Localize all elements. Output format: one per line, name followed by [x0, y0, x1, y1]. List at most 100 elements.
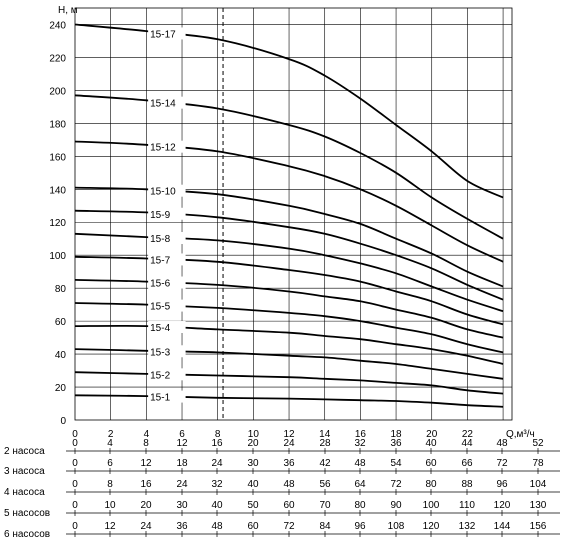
- pump-row-value: 50: [247, 500, 259, 511]
- pump-row-value: 28: [319, 438, 331, 449]
- y-tick-label: 220: [49, 53, 66, 64]
- series-label-bg: [148, 345, 186, 358]
- pump-row-value: 12: [140, 458, 152, 469]
- x-axis-label: Q,м³/ч: [506, 429, 535, 440]
- pump-row-value: 18: [176, 458, 188, 469]
- pump-row-value: 24: [140, 521, 152, 532]
- pump-row-value: 16: [140, 479, 152, 490]
- pump-row-value: 96: [496, 479, 508, 490]
- y-tick-label: 20: [55, 383, 67, 394]
- pump-row-value: 48: [496, 438, 508, 449]
- pump-row-value: 100: [423, 500, 440, 511]
- curve-labels: 15-17 15-14 15-12 15-10 15-9 15-8 15-7 15-6 15-5…: [148, 27, 186, 404]
- pump-row-value: 60: [283, 500, 295, 511]
- series-label: 15-4: [150, 323, 170, 334]
- pump-row-value: 40: [211, 500, 223, 511]
- pump-row-value: 0: [72, 458, 78, 469]
- pump-row-value: 0: [72, 438, 78, 449]
- pump-row-value: 20: [247, 438, 259, 449]
- pump-row-value: 30: [176, 500, 188, 511]
- pump-row-value: 54: [390, 458, 402, 469]
- y-tick-label: 40: [55, 350, 67, 361]
- pump-row-value: 32: [354, 438, 366, 449]
- x-tick-label: 18: [390, 429, 402, 440]
- pump-row-value: 72: [390, 479, 402, 490]
- series-label: 15-10: [150, 187, 176, 198]
- pump-row-value: 108: [388, 521, 405, 532]
- y-tick-label: 100: [49, 251, 66, 262]
- pump-row-value: 40: [247, 479, 259, 490]
- pump-row-value: 24: [283, 438, 295, 449]
- y-tick-label: 120: [49, 218, 66, 229]
- pump-row-value: 88: [461, 479, 473, 490]
- pump-row-value: 16: [211, 438, 223, 449]
- series-label-bg: [148, 321, 186, 334]
- pump-row-value: 8: [143, 438, 149, 449]
- pump-row-value: 24: [176, 479, 188, 490]
- y-tick-label: 160: [49, 152, 66, 163]
- series-label-bg: [148, 232, 186, 245]
- pump-row-value: 80: [425, 479, 437, 490]
- pump-row-value: 60: [425, 458, 437, 469]
- pump-row-value: 56: [319, 479, 331, 490]
- pump-row-value: 80: [354, 500, 366, 511]
- series-label-bg: [148, 207, 186, 220]
- pump-row-value: 60: [247, 521, 259, 532]
- y-axis-label: H, м: [58, 5, 78, 16]
- y-tick-label: 200: [49, 86, 66, 97]
- series-label: 15-12: [150, 143, 176, 154]
- pump-row-value: 0: [72, 479, 78, 490]
- series-label: 15-3: [150, 347, 170, 358]
- pump-row-label: 4 насоса: [4, 487, 45, 498]
- pump-row-value: 66: [461, 458, 473, 469]
- pump-row-value: 0: [72, 500, 78, 511]
- pump-row-value: 36: [283, 458, 295, 469]
- pump-row-value: 42: [319, 458, 331, 469]
- y-tick-label: 80: [55, 284, 67, 295]
- pump-row-value: 32: [211, 479, 223, 490]
- x-tick-label: 22: [462, 429, 474, 440]
- series-label-bg: [148, 299, 186, 312]
- pump-row-value: 12: [176, 438, 188, 449]
- pump-row-value: 36: [390, 438, 402, 449]
- y-tick-label: 240: [49, 20, 66, 31]
- pump-row-value: 12: [104, 521, 116, 532]
- pump-row-value: 90: [390, 500, 402, 511]
- x-tick-label: 20: [426, 429, 438, 440]
- pump-row-value: 48: [354, 458, 366, 469]
- pump-row-value: 24: [211, 458, 223, 469]
- pump-row-value: 156: [530, 521, 547, 532]
- pump-row-value: 104: [530, 479, 547, 490]
- series-label-bg: [148, 253, 186, 266]
- pump-row-value: 72: [283, 521, 295, 532]
- pump-row-label: 2 насоса: [4, 446, 45, 457]
- series-label-bg: [148, 276, 186, 289]
- x-tick-label: 8: [215, 429, 221, 440]
- pump-row-value: 48: [283, 479, 295, 490]
- pump-row-label: 6 насосов: [4, 529, 50, 540]
- pump-row-value: 40: [425, 438, 437, 449]
- y-tick-label: 60: [55, 317, 67, 328]
- series-label: 15-1: [150, 393, 170, 404]
- pump-row-value: 6: [107, 458, 113, 469]
- x-tick-label: 16: [355, 429, 367, 440]
- pump-row-value: 96: [354, 521, 366, 532]
- pump-row-value: 64: [354, 479, 366, 490]
- pump-row-value: 132: [459, 521, 476, 532]
- series-label: 15-14: [150, 99, 176, 110]
- y-tick-label: 140: [49, 185, 66, 196]
- series-label: 15-5: [150, 302, 170, 313]
- pump-row-value: 144: [494, 521, 511, 532]
- grid: [74, 7, 513, 421]
- x-tick-label: 4: [144, 429, 150, 440]
- series-label: 15-9: [150, 210, 170, 221]
- plot-frame: [74, 7, 513, 421]
- y-tick-label: 0: [60, 416, 66, 427]
- x-tick-label: 6: [179, 429, 185, 440]
- pump-row-value: 110: [459, 500, 475, 511]
- x-tick-label: 14: [319, 429, 331, 440]
- pump-row-value: 0: [72, 521, 78, 532]
- pump-row-value: 78: [532, 458, 544, 469]
